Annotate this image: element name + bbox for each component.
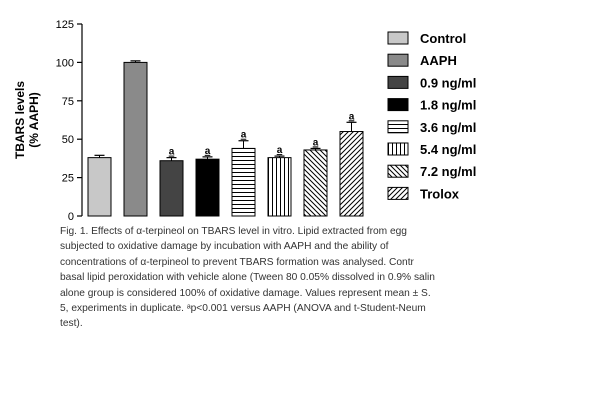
caption-line: alone group is considered 100% of oxidat… (60, 287, 431, 299)
legend-swatch-5 (387, 142, 409, 156)
y-tick-label: 25 (62, 173, 74, 185)
y-tick-label: 125 (56, 19, 74, 31)
caption-line: Fig. 1. Effects of α-terpineol on TBARS … (60, 226, 407, 237)
y-tick-label: 0 (68, 211, 74, 223)
legend-swatch-2 (387, 75, 409, 89)
bar-6 (303, 149, 328, 217)
significance-label-4: a (241, 130, 247, 141)
legend-label-4: 3.6 ng/ml (420, 120, 476, 135)
legend-label-0: Control (420, 31, 466, 46)
y-axis: 0 25 50 75 100 125 (56, 19, 83, 223)
legend-swatch-1 (387, 53, 409, 67)
y-tick-label: 75 (62, 96, 74, 108)
bar-1 (123, 61, 148, 217)
legend-swatch-3 (387, 98, 409, 112)
bar-3 (195, 158, 220, 217)
bars: a a a a a a (87, 60, 364, 217)
legend-label-1: AAPH (420, 53, 457, 68)
caption-line: 5, experiments in duplicate. ᵃp<0.001 ve… (60, 303, 426, 315)
bar-4 (231, 147, 256, 217)
caption-line: concentrations of α-terpineol to prevent… (60, 256, 414, 268)
legend-label-6: 7.2 ng/ml (420, 164, 476, 179)
bar-5 (267, 157, 292, 217)
legend-label-7: Trolox (420, 186, 460, 201)
legend-swatch-6 (387, 164, 409, 178)
y-tick-label: 50 (62, 134, 74, 146)
significance-label-6: a (313, 137, 319, 148)
y-axis-label-line: (% AAPH) (27, 92, 41, 148)
significance-label-7: a (349, 111, 355, 122)
bar-7 (339, 131, 364, 217)
legend-swatch-4 (387, 120, 409, 134)
y-axis-label-line: TBARS levels (13, 81, 27, 159)
legend-label-2: 0.9 ng/ml (420, 75, 476, 90)
legend-label-3: 1.8 ng/ml (420, 98, 476, 113)
legend: Control AAPH 0.9 ng/ml 1.8 ng/ml 3.6 ng/ml 5.… (387, 31, 476, 201)
legend-label-5: 5.4 ng/ml (420, 142, 476, 157)
significance-label-2: a (169, 147, 175, 158)
caption-line: test). (60, 318, 83, 330)
caption-line: basal lipid peroxidation with vehicle al… (60, 272, 435, 284)
significance-label-3: a (205, 146, 211, 157)
y-axis-label: TBARS levels (% AAPH) (13, 81, 41, 159)
y-tick-label: 100 (56, 57, 74, 69)
bar-2 (159, 160, 184, 217)
bar-0 (87, 157, 112, 217)
legend-swatch-7 (387, 186, 409, 200)
caption-line: subjected to oxidative damage by incubat… (60, 241, 389, 253)
figure-caption: Fig. 1. Effects of α-terpineol on TBARS … (60, 224, 512, 332)
legend-swatch-0 (387, 31, 409, 45)
significance-label-5: a (277, 145, 283, 156)
